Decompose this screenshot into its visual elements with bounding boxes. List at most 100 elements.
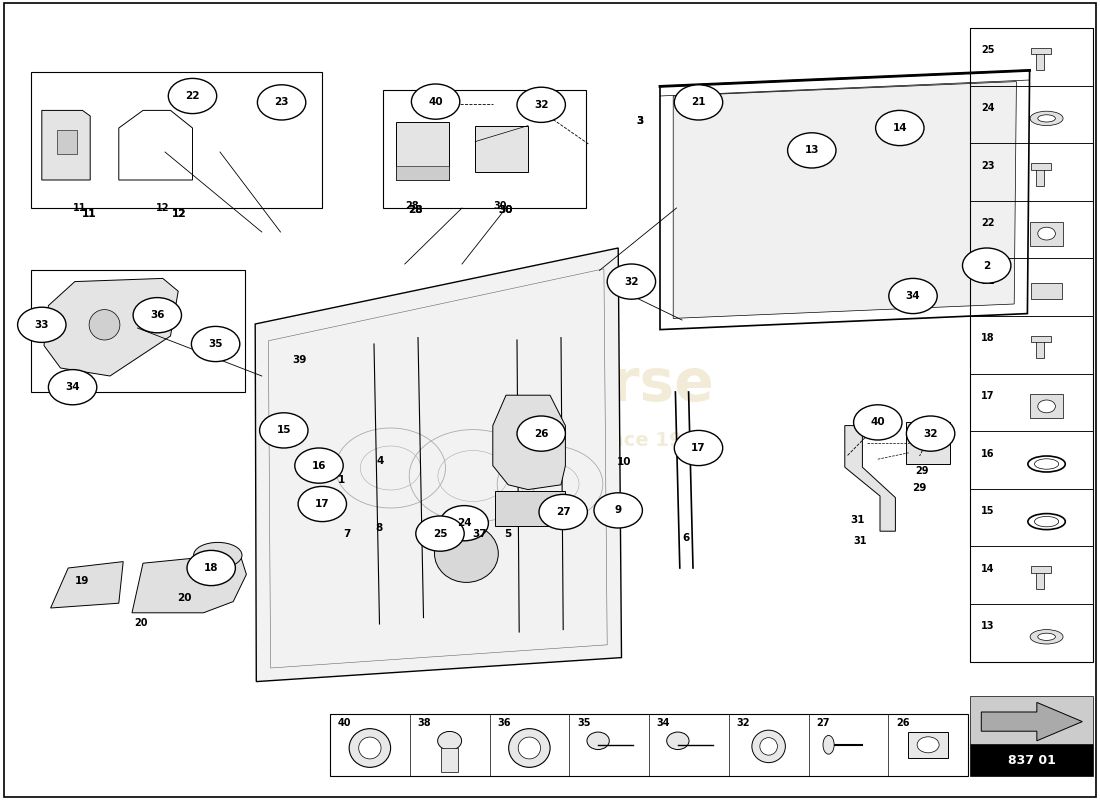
Text: 25: 25 xyxy=(981,46,994,55)
Circle shape xyxy=(411,84,460,119)
Text: 31: 31 xyxy=(854,536,867,546)
Text: 28: 28 xyxy=(406,201,419,210)
Text: 30: 30 xyxy=(494,201,507,210)
Circle shape xyxy=(674,85,723,120)
Circle shape xyxy=(788,133,836,168)
Circle shape xyxy=(854,405,902,440)
Ellipse shape xyxy=(667,732,689,750)
Circle shape xyxy=(257,85,306,120)
Text: 2: 2 xyxy=(983,261,990,270)
Polygon shape xyxy=(44,278,178,376)
Text: 35: 35 xyxy=(578,718,591,728)
Circle shape xyxy=(295,448,343,483)
Text: eurocorse: eurocorse xyxy=(386,355,714,413)
Bar xyxy=(383,90,586,208)
Circle shape xyxy=(298,486,346,522)
Circle shape xyxy=(1037,400,1055,413)
Circle shape xyxy=(889,278,937,314)
Circle shape xyxy=(191,326,240,362)
Ellipse shape xyxy=(1037,633,1055,640)
Bar xyxy=(1035,570,1044,589)
Text: 31: 31 xyxy=(850,515,866,525)
Text: 12: 12 xyxy=(172,209,187,218)
Ellipse shape xyxy=(508,729,550,767)
Text: 23: 23 xyxy=(981,161,994,170)
Ellipse shape xyxy=(518,737,540,759)
Text: 36: 36 xyxy=(497,718,510,728)
Text: 27: 27 xyxy=(556,507,571,517)
Text: 24: 24 xyxy=(456,518,472,528)
Bar xyxy=(330,714,968,776)
Polygon shape xyxy=(981,702,1082,741)
Text: 5: 5 xyxy=(505,529,512,538)
Bar xyxy=(1035,339,1044,358)
Polygon shape xyxy=(493,395,565,490)
Text: 29: 29 xyxy=(912,483,927,493)
Text: 32: 32 xyxy=(737,718,750,728)
Text: 837 01: 837 01 xyxy=(1008,754,1056,766)
Text: 35: 35 xyxy=(208,339,223,349)
Text: 34: 34 xyxy=(657,718,670,728)
Circle shape xyxy=(962,248,1011,283)
Bar xyxy=(1031,163,1050,170)
Text: 17: 17 xyxy=(981,391,994,401)
Bar xyxy=(970,744,1093,776)
Ellipse shape xyxy=(1030,630,1063,644)
Text: 40: 40 xyxy=(338,718,351,728)
Ellipse shape xyxy=(760,738,778,755)
Circle shape xyxy=(594,493,642,528)
Text: 26: 26 xyxy=(534,429,549,438)
Text: 10: 10 xyxy=(616,458,631,467)
Bar xyxy=(31,72,322,208)
Bar xyxy=(970,696,1093,744)
Text: 32: 32 xyxy=(923,429,938,438)
Text: 12: 12 xyxy=(156,203,169,214)
Text: 33: 33 xyxy=(34,320,50,330)
Text: 30: 30 xyxy=(498,206,514,215)
Ellipse shape xyxy=(752,730,785,762)
Text: 14: 14 xyxy=(892,123,907,133)
Circle shape xyxy=(674,430,723,466)
Text: 30: 30 xyxy=(498,206,514,215)
Ellipse shape xyxy=(438,731,462,750)
Text: 22: 22 xyxy=(185,91,200,101)
Text: 24: 24 xyxy=(981,103,994,113)
Text: 1: 1 xyxy=(338,475,344,485)
Circle shape xyxy=(168,78,217,114)
Ellipse shape xyxy=(1034,458,1058,469)
Bar xyxy=(970,86,1093,143)
Ellipse shape xyxy=(359,737,381,759)
Text: 12: 12 xyxy=(172,209,187,218)
Circle shape xyxy=(517,87,565,122)
Text: 9: 9 xyxy=(615,506,622,515)
Ellipse shape xyxy=(1030,111,1063,126)
Text: 34: 34 xyxy=(905,291,921,301)
Bar xyxy=(1031,566,1050,573)
Bar xyxy=(441,748,459,772)
Ellipse shape xyxy=(587,732,609,750)
Text: 40: 40 xyxy=(428,97,443,106)
Text: 21: 21 xyxy=(691,98,706,107)
Text: 20: 20 xyxy=(177,594,192,603)
Text: a passion for cars since 1985: a passion for cars since 1985 xyxy=(390,430,710,450)
FancyBboxPatch shape xyxy=(1030,222,1063,246)
Text: 13: 13 xyxy=(804,146,820,155)
Polygon shape xyxy=(132,554,246,613)
Bar xyxy=(970,546,1093,604)
Bar xyxy=(1035,51,1044,70)
Bar xyxy=(1031,283,1062,299)
Bar xyxy=(396,166,449,180)
Circle shape xyxy=(133,298,182,333)
Text: 17: 17 xyxy=(315,499,330,509)
Text: 11: 11 xyxy=(81,209,97,218)
Text: 36: 36 xyxy=(150,310,165,320)
Circle shape xyxy=(440,506,488,541)
Bar xyxy=(970,28,1093,86)
Text: 17: 17 xyxy=(691,443,706,453)
FancyBboxPatch shape xyxy=(909,732,948,758)
Text: 40: 40 xyxy=(870,418,886,427)
Ellipse shape xyxy=(434,525,498,582)
Text: 4: 4 xyxy=(377,456,384,466)
Bar xyxy=(970,201,1093,258)
Text: 11: 11 xyxy=(73,203,86,214)
